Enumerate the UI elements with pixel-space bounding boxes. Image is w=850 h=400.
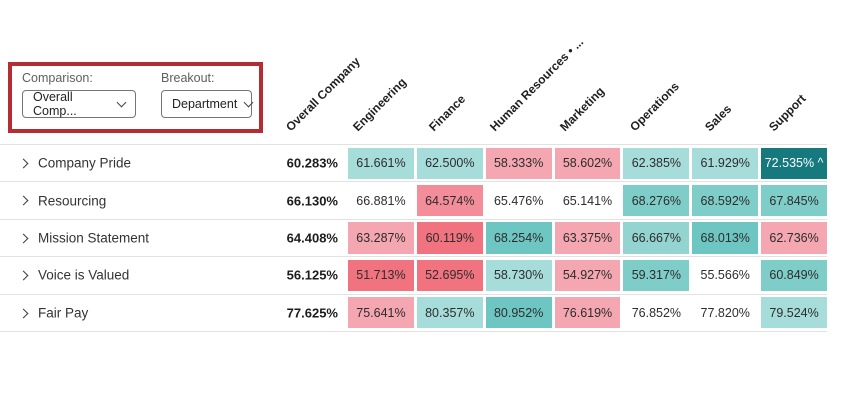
heatmap-cell[interactable]: 60.849% [761, 259, 828, 292]
row-label: Voice is Valued [38, 267, 130, 283]
heatmap-cell[interactable]: 58.602% [554, 147, 621, 179]
heatmap-cell[interactable]: 62.385% [623, 147, 690, 179]
heatmap-rows: Company Pride 60.283% 61.661% 62.500% 58.3… [0, 144, 828, 332]
heatmap-cell[interactable]: 60.119% [416, 222, 483, 254]
heatmap-cell[interactable]: 75.641% [348, 297, 414, 329]
heatmap-cell[interactable]: 61.661% [348, 147, 414, 179]
chevron-right-icon[interactable] [18, 158, 29, 169]
chevron-right-icon[interactable] [18, 308, 29, 319]
comparison-label: Comparison: [22, 71, 93, 85]
row-label: Mission Statement [38, 230, 150, 246]
heatmap-cell[interactable]: 65.141% [554, 184, 621, 217]
table-row: Fair Pay 77.625% 75.641% 80.357% 80.952% 76… [0, 295, 828, 332]
row-label: Resourcing [38, 193, 107, 209]
row-label: Fair Pay [38, 305, 89, 321]
table-row: Mission Statement 64.408% 63.287% 60.119%… [0, 220, 828, 258]
breakout-dropdown[interactable]: Department [161, 90, 254, 118]
heatmap-cell[interactable]: 67.845% [761, 184, 828, 217]
row-overall-value: 64.408% [286, 230, 338, 246]
column-header[interactable]: Operations [627, 79, 682, 134]
heatmap-cell[interactable]: 66.667% [623, 222, 690, 254]
heatmap-cell[interactable]: 55.566% [692, 259, 759, 292]
heatmap-cell[interactable]: 51.713% [348, 259, 414, 292]
heatmap-cell[interactable]: 76.852% [623, 297, 690, 329]
heatmap-cell[interactable]: 62.500% [416, 147, 483, 179]
heatmap-cell[interactable]: 80.357% [416, 297, 483, 329]
comparison-dropdown-value: Overall Comp... [33, 90, 77, 118]
heatmap-cell[interactable]: 79.524% [761, 297, 828, 329]
chevron-right-icon[interactable] [18, 195, 29, 206]
row-overall-value: 60.283% [286, 155, 338, 171]
comparison-control: Comparison: Overall Comp... [22, 71, 136, 129]
heatmap-cell[interactable]: 62.736% [761, 222, 828, 254]
heatmap-cell[interactable]: 80.952% [485, 297, 552, 329]
heatmap-cell[interactable]: 68.592% [692, 184, 759, 217]
chevron-right-icon[interactable] [18, 270, 29, 281]
heatmap-cell[interactable]: 68.276% [623, 184, 690, 217]
breakout-label: Breakout: [161, 71, 215, 85]
row-cells: 51.713% 52.695% 58.730% 54.927% 59.317% 55.56… [348, 259, 828, 292]
heatmap-cell[interactable]: 68.254% [485, 222, 552, 254]
heatmap-cell[interactable]: 61.929% [692, 147, 759, 179]
heatmap-cell[interactable]: 54.927% [554, 259, 621, 292]
row-overall-value: 56.125% [286, 267, 338, 283]
heatmap-cell[interactable]: 76.619% [554, 297, 621, 329]
column-header[interactable]: Marketing [557, 84, 608, 134]
comparison-dropdown[interactable]: Overall Comp... [22, 90, 136, 118]
row-overall-value: 77.625% [286, 305, 338, 321]
breakout-control: Breakout: Department [161, 71, 254, 129]
row-cells: 75.641% 80.357% 80.952% 76.619% 76.852% 77.82… [348, 297, 828, 329]
column-header[interactable]: Support [766, 91, 809, 134]
breakout-dropdown-value: Department [172, 97, 238, 111]
heatmap-cell[interactable]: 63.375% [554, 222, 621, 254]
column-header[interactable]: Sales [702, 101, 735, 134]
row-cells: 66.881% 64.574% 65.476% 65.141% 68.276% 68.59… [348, 184, 828, 217]
heatmap-cell[interactable]: 66.881% [348, 184, 414, 217]
heatmap-cell[interactable]: 68.013% [692, 222, 759, 254]
heatmap-cell[interactable]: 59.317% [623, 259, 690, 292]
heatmap-cell[interactable]: 64.574% [416, 184, 483, 217]
heatmap-cell[interactable]: 72.535% ^ [761, 147, 828, 179]
row-overall-value: 66.130% [286, 193, 338, 209]
chevron-right-icon[interactable] [18, 233, 29, 244]
row-cells: 61.661% 62.500% 58.333% 58.602% 62.385% 61.92… [348, 147, 828, 179]
row-cells: 63.287% 60.119% 68.254% 63.375% 66.667% 68.01… [348, 222, 828, 254]
heatmap-cell[interactable]: 52.695% [416, 259, 483, 292]
table-row: Company Pride 60.283% 61.661% 62.500% 58.3… [0, 145, 828, 183]
heatmap-cell[interactable]: 58.730% [485, 259, 552, 292]
table-row: Voice is Valued 56.125% 51.713% 52.695% 58… [0, 257, 828, 295]
column-header[interactable]: Finance [426, 92, 469, 134]
row-label: Company Pride [38, 155, 132, 171]
heatmap-cell[interactable]: 77.820% [692, 297, 759, 329]
table-row: Resourcing 66.130% 66.881% 64.574% 65.476%… [0, 182, 828, 220]
heatmap-cell[interactable]: 58.333% [485, 147, 552, 179]
heatmap-cell[interactable]: 63.287% [348, 222, 414, 254]
heatmap-cell[interactable]: 65.476% [485, 184, 552, 217]
column-header[interactable]: Engineering [350, 75, 410, 134]
column-headers: Overall Company Engineering Finance Human R… [0, 0, 850, 142]
controls-highlight-box: Comparison: Overall Comp... Breakout: De… [8, 62, 263, 133]
